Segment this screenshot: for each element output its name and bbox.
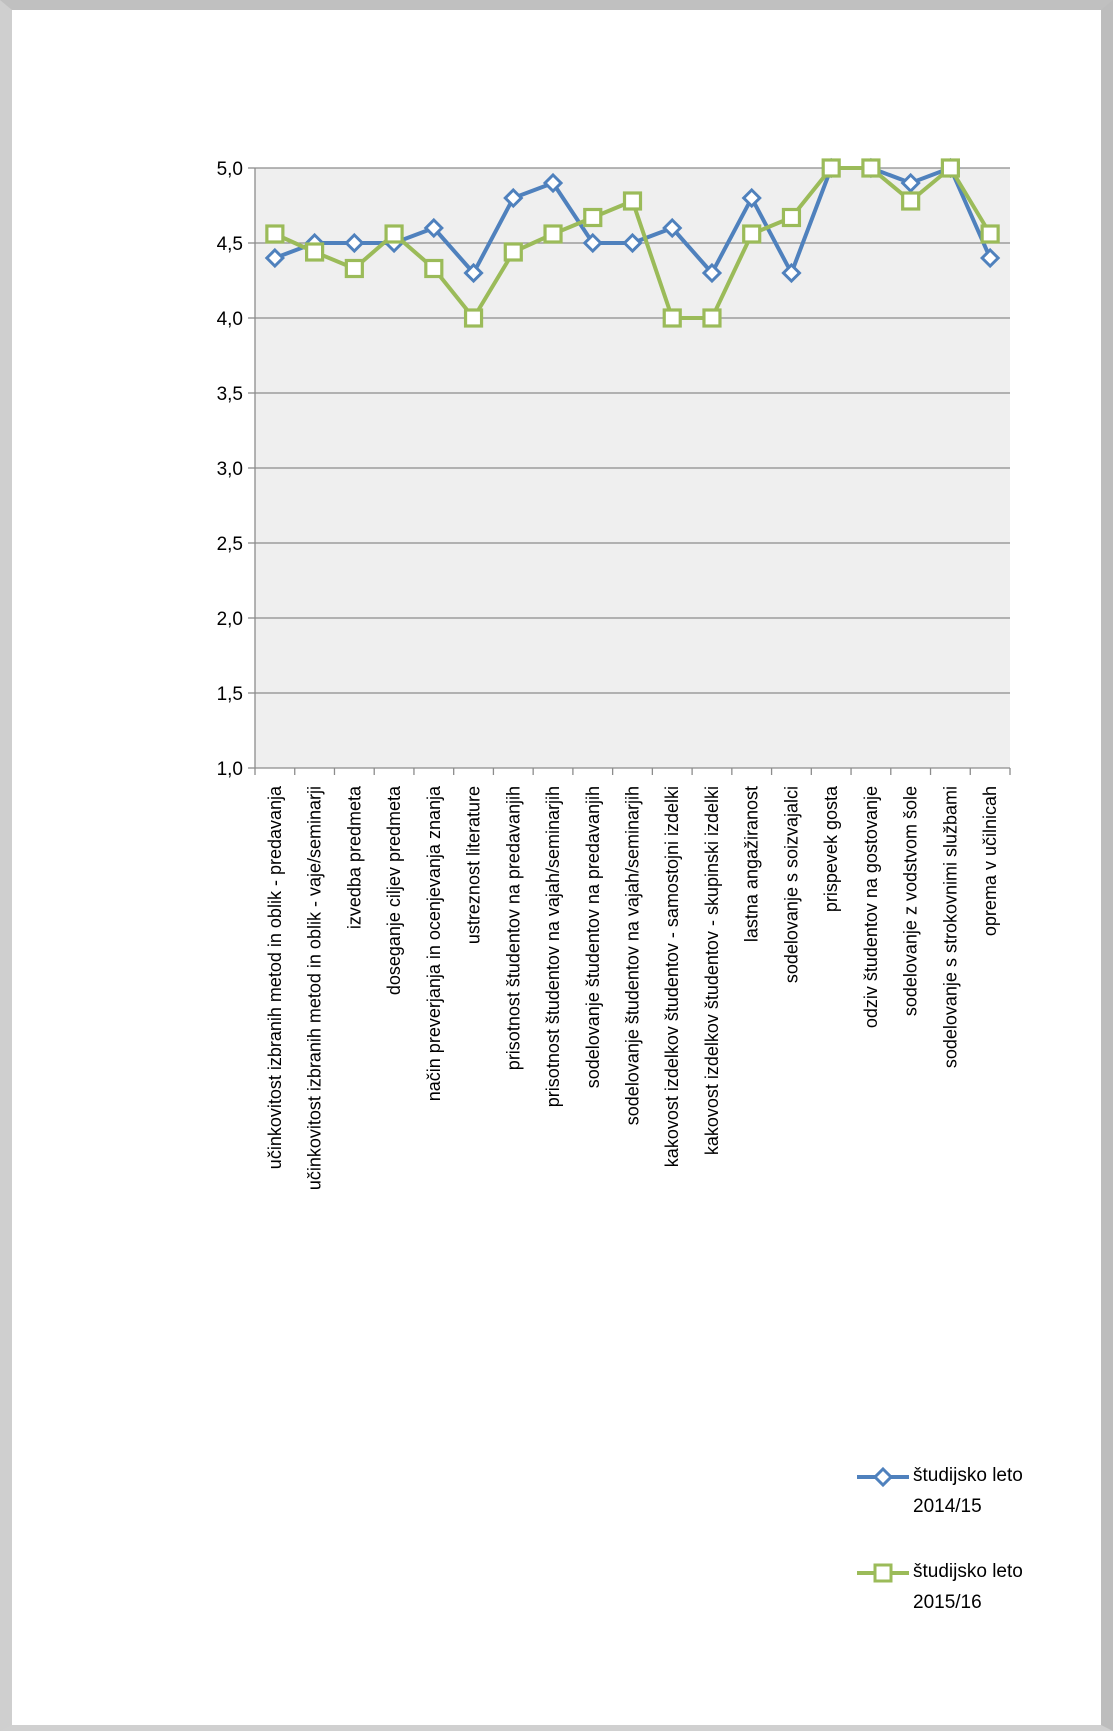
x-category-label: doseganje ciljev predmeta: [384, 785, 404, 995]
y-tick-label: 4,0: [217, 309, 243, 330]
data-point-square: [940, 158, 960, 178]
data-point-diamond: [741, 187, 762, 209]
data-point-square: [861, 158, 881, 178]
x-category-label: sodelovanje študentov na predavanjih: [583, 786, 603, 1088]
x-category-label: sodelovanje študentov na vajah/seminarji…: [623, 786, 643, 1125]
y-tick-label: 3,5: [217, 384, 243, 405]
y-axis-ticks: 1,0 1,5 2,0 2,5 3,0 3,5 4,0 4,5 5,0: [217, 159, 243, 780]
data-point-diamond: [701, 262, 723, 284]
y-tick-label: 1,0: [217, 759, 243, 780]
y-tick-label: 2,5: [217, 534, 243, 555]
y-tick-label: 1,5: [217, 684, 243, 705]
data-point-square: [662, 308, 682, 328]
x-category-label: učinkovitost izbranih metod in oblik - p…: [265, 785, 285, 1169]
legend-item-2015-16: študijsko leto 2015/16: [855, 1556, 1055, 1620]
legend-label-2015-16: študijsko leto 2015/16: [913, 1556, 1053, 1618]
x-category-label: oprema v učilnicah: [980, 786, 1000, 936]
legend-label-line2: 2015/16: [913, 1592, 982, 1613]
data-point-diamond: [900, 172, 921, 194]
x-category-label: prispevek gosta: [821, 785, 841, 912]
data-point-diamond: [781, 262, 802, 284]
x-axis-category-labels: učinkovitost izbranih metod in oblik - p…: [265, 785, 1000, 1190]
data-point-diamond: [423, 217, 444, 239]
data-point-diamond: [980, 247, 1001, 269]
data-point-diamond: [622, 232, 643, 254]
data-point-diamond: [344, 232, 365, 254]
data-point-square: [265, 224, 285, 244]
data-point-diamond: [662, 217, 683, 239]
x-category-label: odziv študentov na gostovanje: [861, 786, 881, 1028]
x-category-label: učinkovitost izbranih metod in oblik - v…: [305, 786, 325, 1190]
legend: študijsko leto 2014/15 študijsko leto 20…: [855, 1460, 1055, 1652]
data-point-diamond: [463, 262, 484, 284]
y-tick-label: 5,0: [217, 159, 243, 180]
data-point-square: [344, 258, 364, 279]
legend-marker-square: [857, 1563, 909, 1583]
x-category-label: kakovost izdelkov študentov - samostojni…: [662, 786, 682, 1167]
data-point-square: [742, 224, 762, 244]
x-category-label: sodelovanje s strokovnimi službami: [940, 786, 960, 1068]
legend-label-line2: 2014/15: [913, 1496, 982, 1517]
data-point-square: [503, 242, 523, 262]
data-point-square: [622, 191, 643, 211]
data-point-square: [543, 224, 563, 244]
series-group: [264, 157, 1001, 328]
data-point-square: [821, 158, 841, 178]
legend-label-line1: študijsko leto: [913, 1465, 1023, 1486]
y-tick-label: 3,0: [217, 459, 243, 480]
data-point-square: [980, 224, 1000, 244]
x-category-label: prisotnost študentov na predavanjih: [503, 786, 523, 1070]
x-category-label: kakovost izdelkov študentov - skupinski …: [702, 786, 722, 1155]
data-point-diamond: [582, 232, 603, 254]
data-point-square: [305, 242, 325, 262]
series-2015-16: [265, 158, 1000, 328]
data-point-square: [463, 308, 484, 328]
legend-label-2014-15: študijsko leto 2014/15: [913, 1460, 1053, 1522]
legend-item-2014-15: študijsko leto 2014/15: [855, 1460, 1055, 1524]
x-category-label: ustreznost literature: [464, 786, 484, 944]
data-point-diamond: [542, 172, 564, 194]
x-category-label: način preverjanja in ocenjevanja znanja: [424, 785, 444, 1101]
x-category-label: prisotnost študentov na vajah/seminarjih: [543, 786, 563, 1107]
data-point-square: [424, 258, 444, 279]
x-category-label: izvedba predmeta: [344, 785, 364, 929]
data-point-diamond: [264, 247, 285, 269]
data-point-diamond: [503, 187, 524, 209]
x-category-label: lastna angažiranost: [742, 786, 762, 942]
data-point-square: [702, 308, 722, 328]
y-tick-label: 4,5: [217, 234, 243, 255]
legend-label-line1: študijsko leto: [913, 1561, 1023, 1582]
y-tick-label: 2,0: [217, 609, 243, 630]
data-point-square: [901, 191, 921, 211]
data-point-square: [384, 224, 404, 244]
x-category-label: sodelovanje s soizvajalci: [781, 786, 801, 983]
legend-marker-diamond: [857, 1466, 909, 1488]
data-point-square: [583, 207, 603, 228]
data-point-square: [781, 207, 802, 228]
x-category-label: sodelovanje z vodstvom šole: [901, 786, 921, 1016]
